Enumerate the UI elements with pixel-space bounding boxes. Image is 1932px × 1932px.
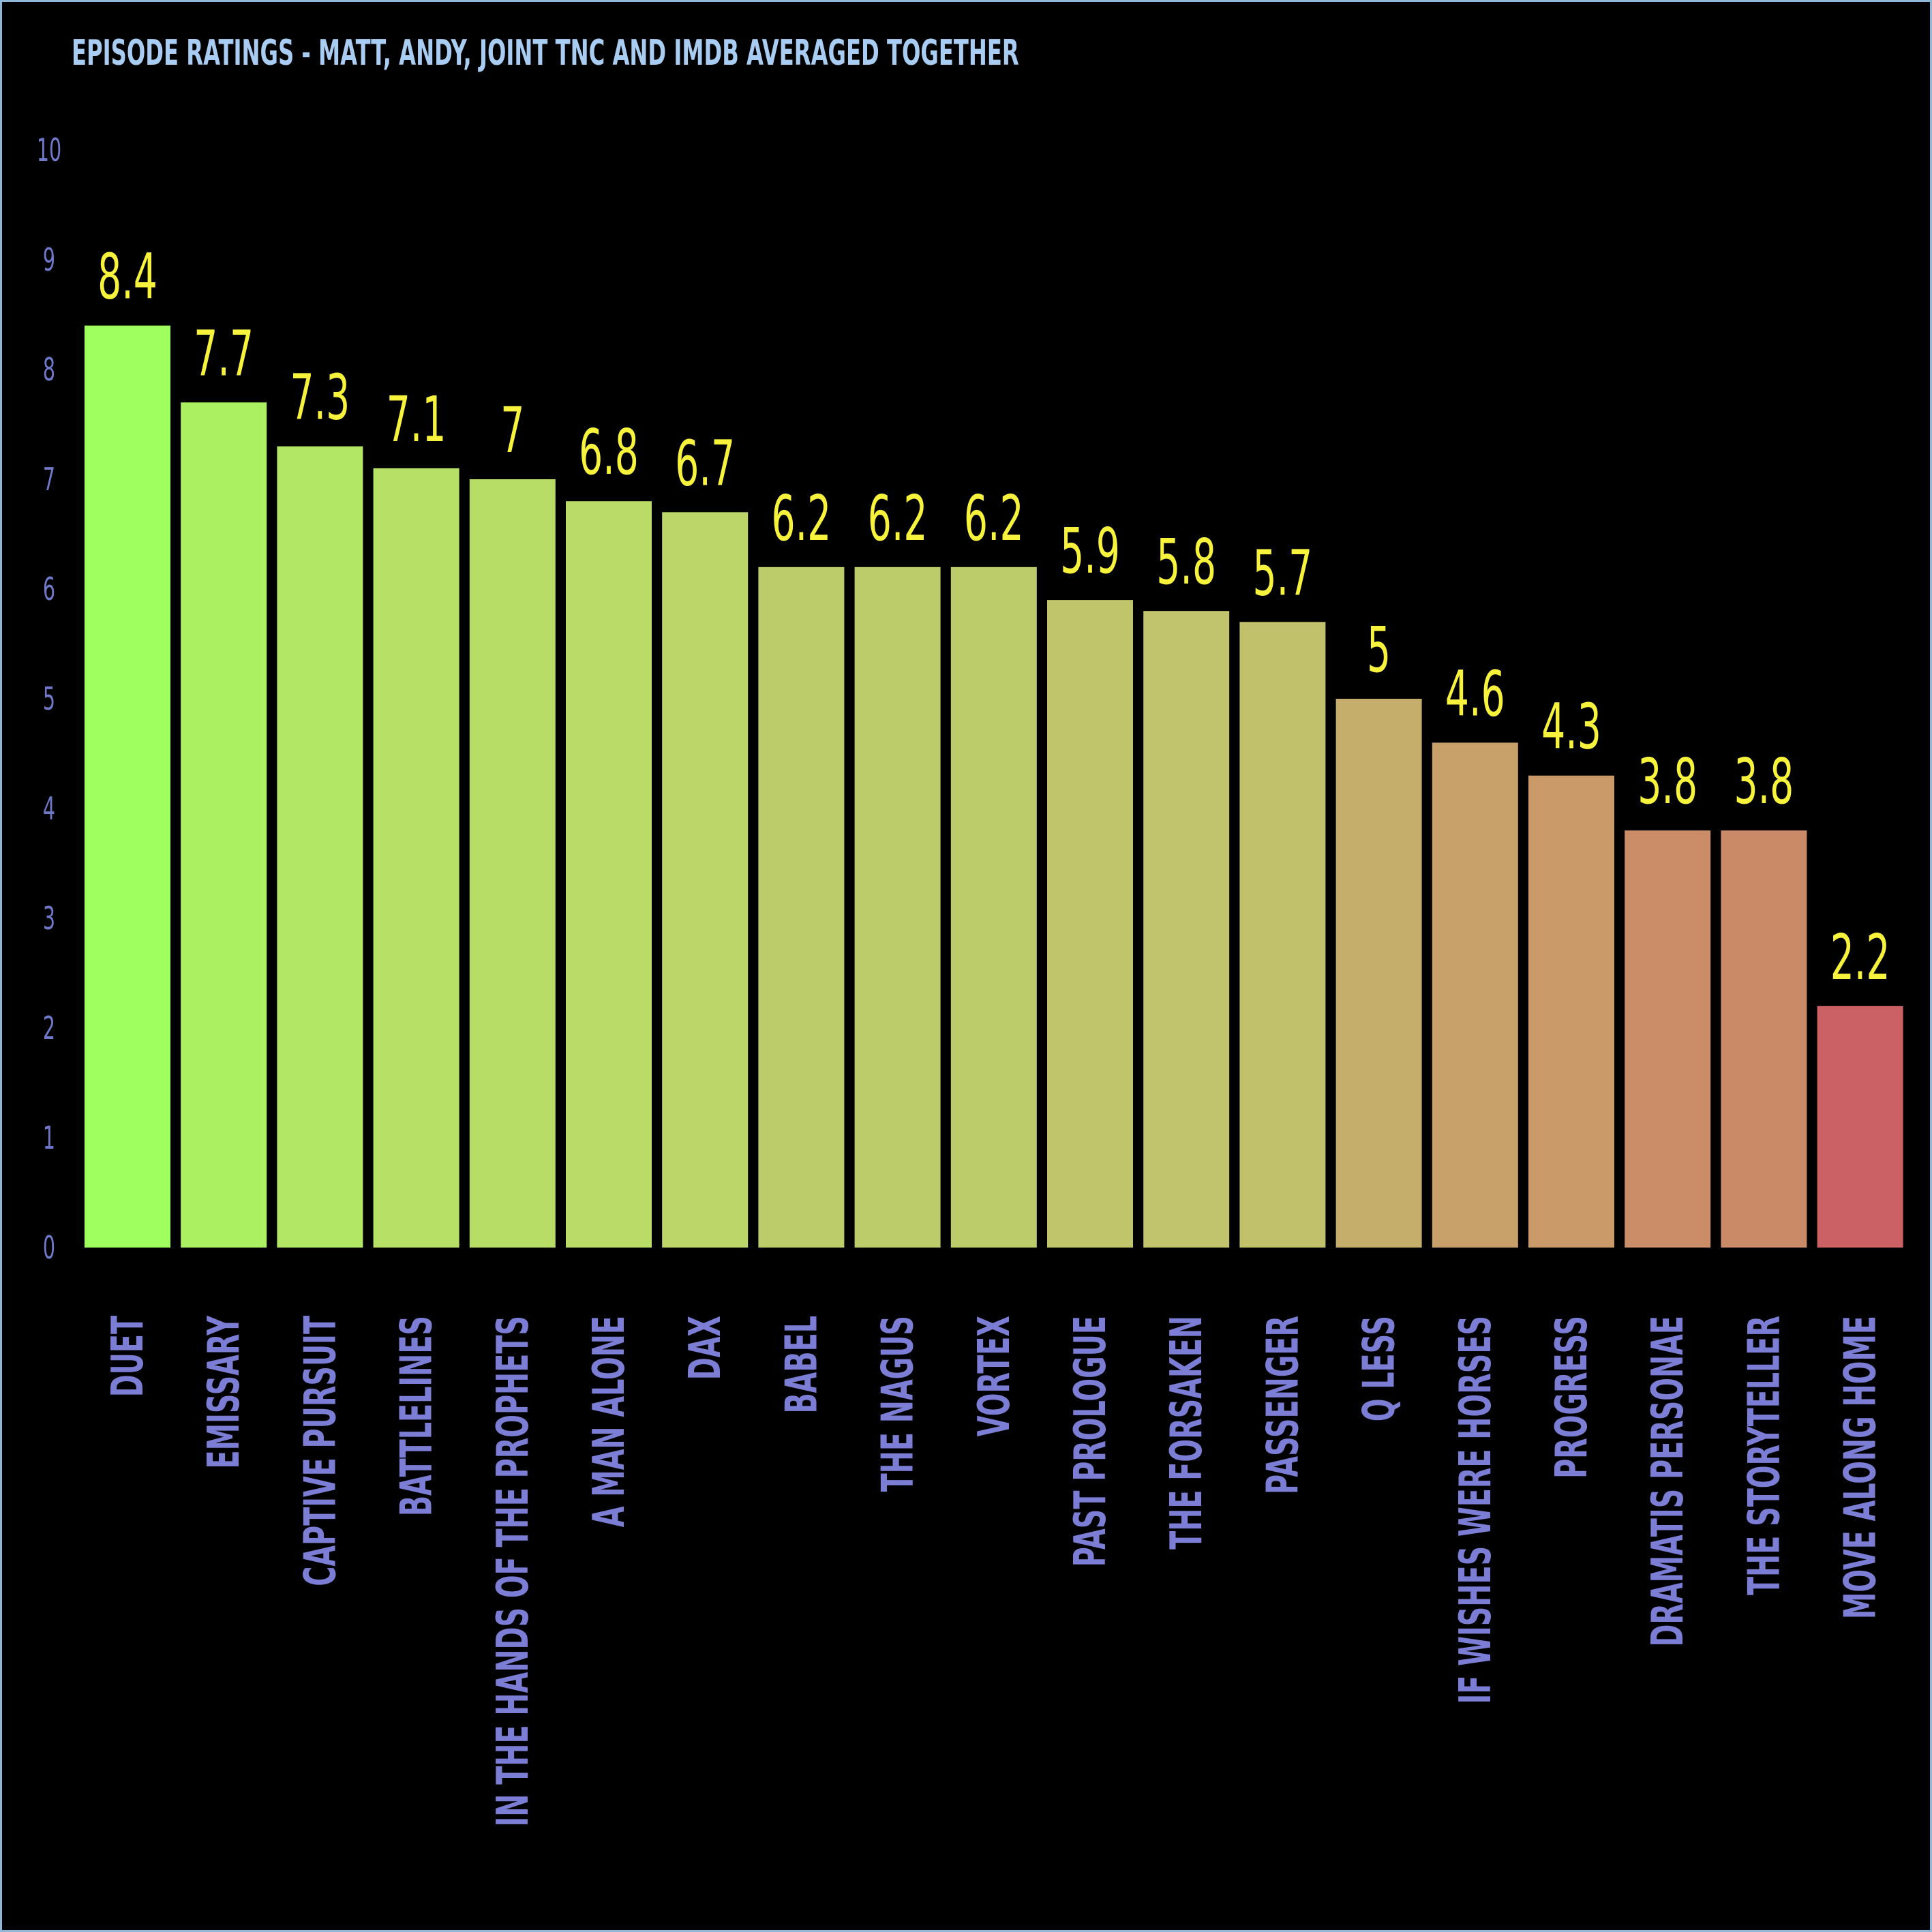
bar <box>1817 1006 1903 1248</box>
value-label: 2.2 <box>1830 921 1890 994</box>
value-label: 6.2 <box>772 482 832 555</box>
category-label: MOVE ALONG HOME <box>1835 1316 1886 1619</box>
value-label: 3.8 <box>1637 745 1697 818</box>
category-label: VORTEX <box>969 1316 1020 1436</box>
category-label: PASSENGER <box>1258 1316 1309 1494</box>
value-label: 7 <box>500 394 524 467</box>
category-label: Q LESS <box>1354 1316 1405 1421</box>
value-label: 7.7 <box>194 317 254 390</box>
value-label: 6.8 <box>579 416 639 489</box>
value-label: 5.9 <box>1060 515 1120 588</box>
category-labels-group: DUET EMISSARY CAPTIVE PURSUIT BATTLELINES IN… <box>102 1315 1886 1827</box>
y-tick-label: 8 <box>43 352 55 389</box>
category-label: A MAN ALONE <box>584 1316 635 1527</box>
y-tick-label: 5 <box>43 681 55 718</box>
bar <box>85 325 170 1248</box>
bar <box>1721 830 1807 1248</box>
value-label: 6.7 <box>675 427 735 500</box>
value-label: 7.1 <box>387 383 447 456</box>
category-label: THE NAGUS <box>873 1316 924 1492</box>
bar <box>181 402 267 1248</box>
value-label: 7.3 <box>290 361 350 434</box>
value-label: 8.4 <box>97 241 157 314</box>
bar <box>469 479 556 1248</box>
bar <box>854 567 941 1248</box>
y-tick-label: 7 <box>43 462 55 498</box>
y-tick-label: 3 <box>43 901 55 937</box>
category-label: DRAMATIS PERSONAE <box>1642 1316 1693 1647</box>
bars-group <box>85 325 1903 1248</box>
value-label: 3.8 <box>1734 745 1794 818</box>
category-label: EMISSARY <box>198 1315 250 1469</box>
bar <box>566 501 652 1248</box>
category-label: IN THE HANDS OF THE PROPHETS <box>487 1316 539 1827</box>
bar <box>662 512 749 1248</box>
bar <box>758 567 845 1248</box>
y-tick-label: 0 <box>43 1230 55 1267</box>
bar <box>950 567 1037 1248</box>
bar <box>1432 742 1518 1248</box>
y-axis: 0 1 2 3 4 5 6 7 8 9 10 <box>37 132 61 1267</box>
y-tick-label: 2 <box>43 1010 55 1047</box>
value-label: 4.6 <box>1445 658 1505 731</box>
bar <box>1335 699 1422 1248</box>
value-label: 5 <box>1367 614 1391 686</box>
bar <box>1143 611 1230 1248</box>
value-labels-group: 8.4 7.7 7.3 7.1 7 6.8 6.7 6.2 6.2 6.2 5.9 5.8 5.7 5 4.… <box>97 241 1890 994</box>
bar <box>1528 775 1614 1248</box>
value-label: 6.2 <box>868 482 928 555</box>
category-label: PAST PROLOGUE <box>1065 1316 1116 1567</box>
category-label: DAX <box>680 1316 731 1380</box>
category-label: THE FORSAKEN <box>1161 1316 1212 1550</box>
bar <box>1047 600 1133 1248</box>
bar <box>277 446 363 1248</box>
category-label: IF WISHES WERE HORSES <box>1450 1316 1501 1704</box>
category-label: CAPTIVE PURSUIT <box>295 1315 346 1586</box>
category-label: BABEL <box>776 1316 828 1414</box>
bar <box>1239 622 1326 1248</box>
category-label: PROGRESS <box>1546 1316 1597 1479</box>
bar <box>1625 830 1711 1248</box>
value-label: 5.8 <box>1156 526 1216 599</box>
chart-title: EPISODE RATINGS - MATT, ANDY, JOINT TNC … <box>72 33 1019 74</box>
bar <box>373 468 459 1248</box>
category-label: THE STORYTELLER <box>1739 1316 1790 1595</box>
value-label: 6.2 <box>964 482 1024 555</box>
y-tick-label: 4 <box>43 791 55 828</box>
category-label: DUET <box>102 1315 153 1397</box>
value-label: 4.3 <box>1541 691 1601 764</box>
y-tick-label: 1 <box>43 1120 55 1157</box>
value-label: 5.7 <box>1253 537 1313 609</box>
y-tick-label: 10 <box>37 132 61 169</box>
y-tick-label: 6 <box>43 571 55 608</box>
category-label: BATTLELINES <box>391 1316 442 1516</box>
y-tick-label: 9 <box>43 242 55 279</box>
